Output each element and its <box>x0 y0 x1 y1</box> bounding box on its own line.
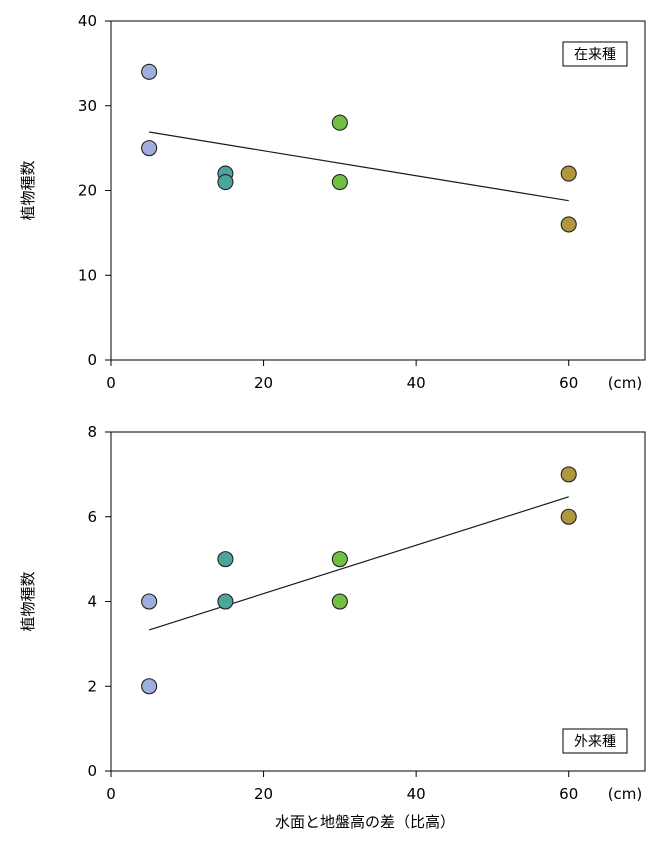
legend-label: 在来種 <box>574 47 616 63</box>
y-tick-label: 30 <box>78 97 97 115</box>
data-point <box>332 115 347 130</box>
x-unit-label: (cm) <box>608 785 643 803</box>
data-point <box>561 509 576 524</box>
data-point <box>142 679 157 694</box>
figure: 0 10 20 30 40 0 20 40 60 (cm) 植物種数 在来種 0 2 4 6 8 0 20 40 60 (… <box>0 0 672 843</box>
trend-line <box>149 497 569 630</box>
y-tick-label: 0 <box>87 351 97 369</box>
data-point <box>332 175 347 190</box>
data-point <box>332 594 347 609</box>
data-point <box>142 594 157 609</box>
y-tick-label: 6 <box>87 508 97 526</box>
x-tick-label: 20 <box>254 374 273 392</box>
x-tick-label: 0 <box>106 374 116 392</box>
plot-frame <box>111 432 645 771</box>
y-axis-label: 植物種数 <box>19 571 37 631</box>
y-tick-label: 10 <box>78 266 97 284</box>
data-point <box>142 141 157 156</box>
legend: 在来種 <box>563 42 627 66</box>
x-axis-label: 水面と地盤高の差（比高） <box>275 813 455 831</box>
y-tick-label: 2 <box>87 677 97 695</box>
data-point <box>332 552 347 567</box>
y-tick-label: 4 <box>87 593 97 611</box>
x-tick-label: 0 <box>106 785 116 803</box>
x-tick-label: 60 <box>559 374 578 392</box>
data-point <box>218 594 233 609</box>
x-tick-label: 60 <box>559 785 578 803</box>
native-species-chart: 0 10 20 30 40 0 20 40 60 (cm) 植物種数 在来種 <box>19 12 645 392</box>
data-point <box>218 175 233 190</box>
x-tick-label: 40 <box>407 785 426 803</box>
data-point <box>561 467 576 482</box>
y-tick-label: 8 <box>87 423 97 441</box>
x-unit-label: (cm) <box>608 374 643 392</box>
data-point <box>142 64 157 79</box>
legend-label: 外来種 <box>574 734 616 750</box>
plot-frame <box>111 21 645 360</box>
y-tick-label: 40 <box>78 12 97 30</box>
y-tick-label: 20 <box>78 182 97 200</box>
y-tick-label: 0 <box>87 762 97 780</box>
data-point <box>561 166 576 181</box>
trend-line <box>149 132 569 201</box>
data-point <box>218 552 233 567</box>
legend: 外来種 <box>563 729 627 753</box>
x-tick-label: 40 <box>407 374 426 392</box>
y-axis-label: 植物種数 <box>19 160 37 220</box>
data-point <box>561 217 576 232</box>
x-tick-label: 20 <box>254 785 273 803</box>
